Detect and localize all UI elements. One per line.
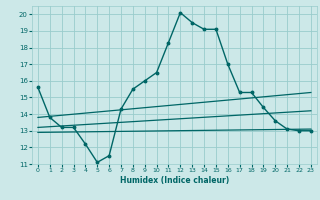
X-axis label: Humidex (Indice chaleur): Humidex (Indice chaleur) (120, 176, 229, 185)
